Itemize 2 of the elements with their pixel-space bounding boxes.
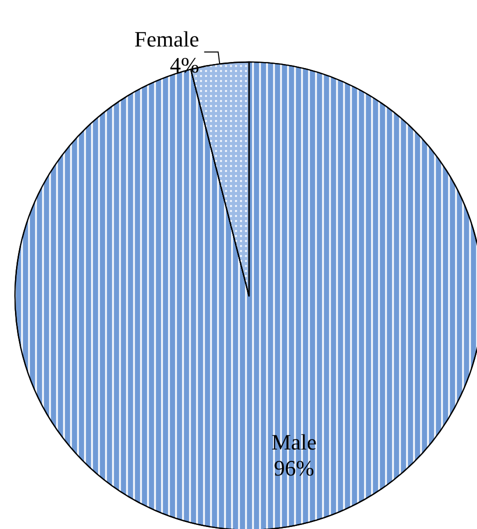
slice-label: Female [134,26,200,52]
data-label: 4% [170,52,200,78]
